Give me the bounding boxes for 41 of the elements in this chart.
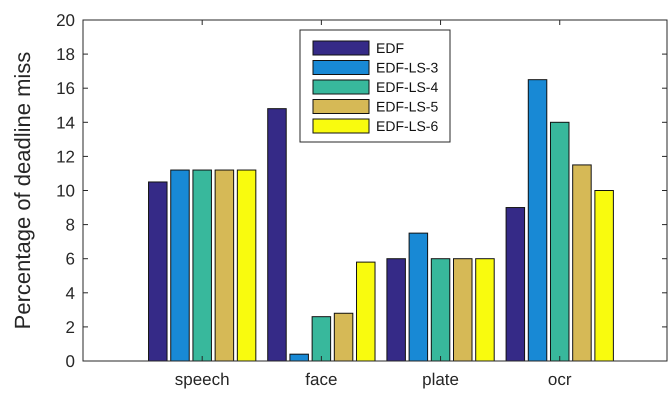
legend-label: EDF-LS-3 xyxy=(376,59,438,76)
bar xyxy=(475,258,495,362)
y-tick-label: 18 xyxy=(56,45,75,64)
bar xyxy=(192,170,212,362)
y-tick-label: 2 xyxy=(66,318,75,337)
x-tick-label: face xyxy=(305,370,338,389)
bar xyxy=(334,312,354,362)
y-tick-label: 14 xyxy=(56,113,75,132)
y-tick-label: 0 xyxy=(66,352,75,371)
bar xyxy=(408,232,428,362)
bar xyxy=(572,164,592,362)
y-tick-label: 10 xyxy=(56,181,75,200)
bar xyxy=(506,207,526,362)
legend-label: EDF-LS-5 xyxy=(376,98,438,114)
bar xyxy=(214,170,234,362)
y-tick-label: 12 xyxy=(56,147,75,166)
y-tick-label: 6 xyxy=(66,250,75,269)
bar xyxy=(289,354,309,362)
bar xyxy=(550,122,570,362)
bar xyxy=(148,181,168,362)
y-tick-label: 8 xyxy=(66,216,75,235)
legend-label: EDF xyxy=(376,40,404,56)
bar xyxy=(594,190,614,362)
bar xyxy=(528,79,548,362)
bar xyxy=(386,258,406,362)
legend-label: EDF-LS-6 xyxy=(376,118,438,134)
bar xyxy=(312,316,332,362)
x-tick-label: ocr xyxy=(548,370,572,389)
y-tick-label: 16 xyxy=(56,79,75,98)
bar xyxy=(236,170,256,362)
bar xyxy=(267,108,287,362)
legend-label: EDF-LS-4 xyxy=(376,78,438,95)
bar xyxy=(453,258,472,362)
bar xyxy=(356,262,376,362)
x-tick-label: plate xyxy=(422,370,459,389)
y-tick-label: 20 xyxy=(56,10,75,30)
bar xyxy=(430,258,450,362)
y-axis-title: Percentage of deadline miss xyxy=(10,52,35,330)
bar xyxy=(170,170,190,362)
x-tick-label: speech xyxy=(174,370,230,389)
y-tick-label: 4 xyxy=(66,284,75,303)
